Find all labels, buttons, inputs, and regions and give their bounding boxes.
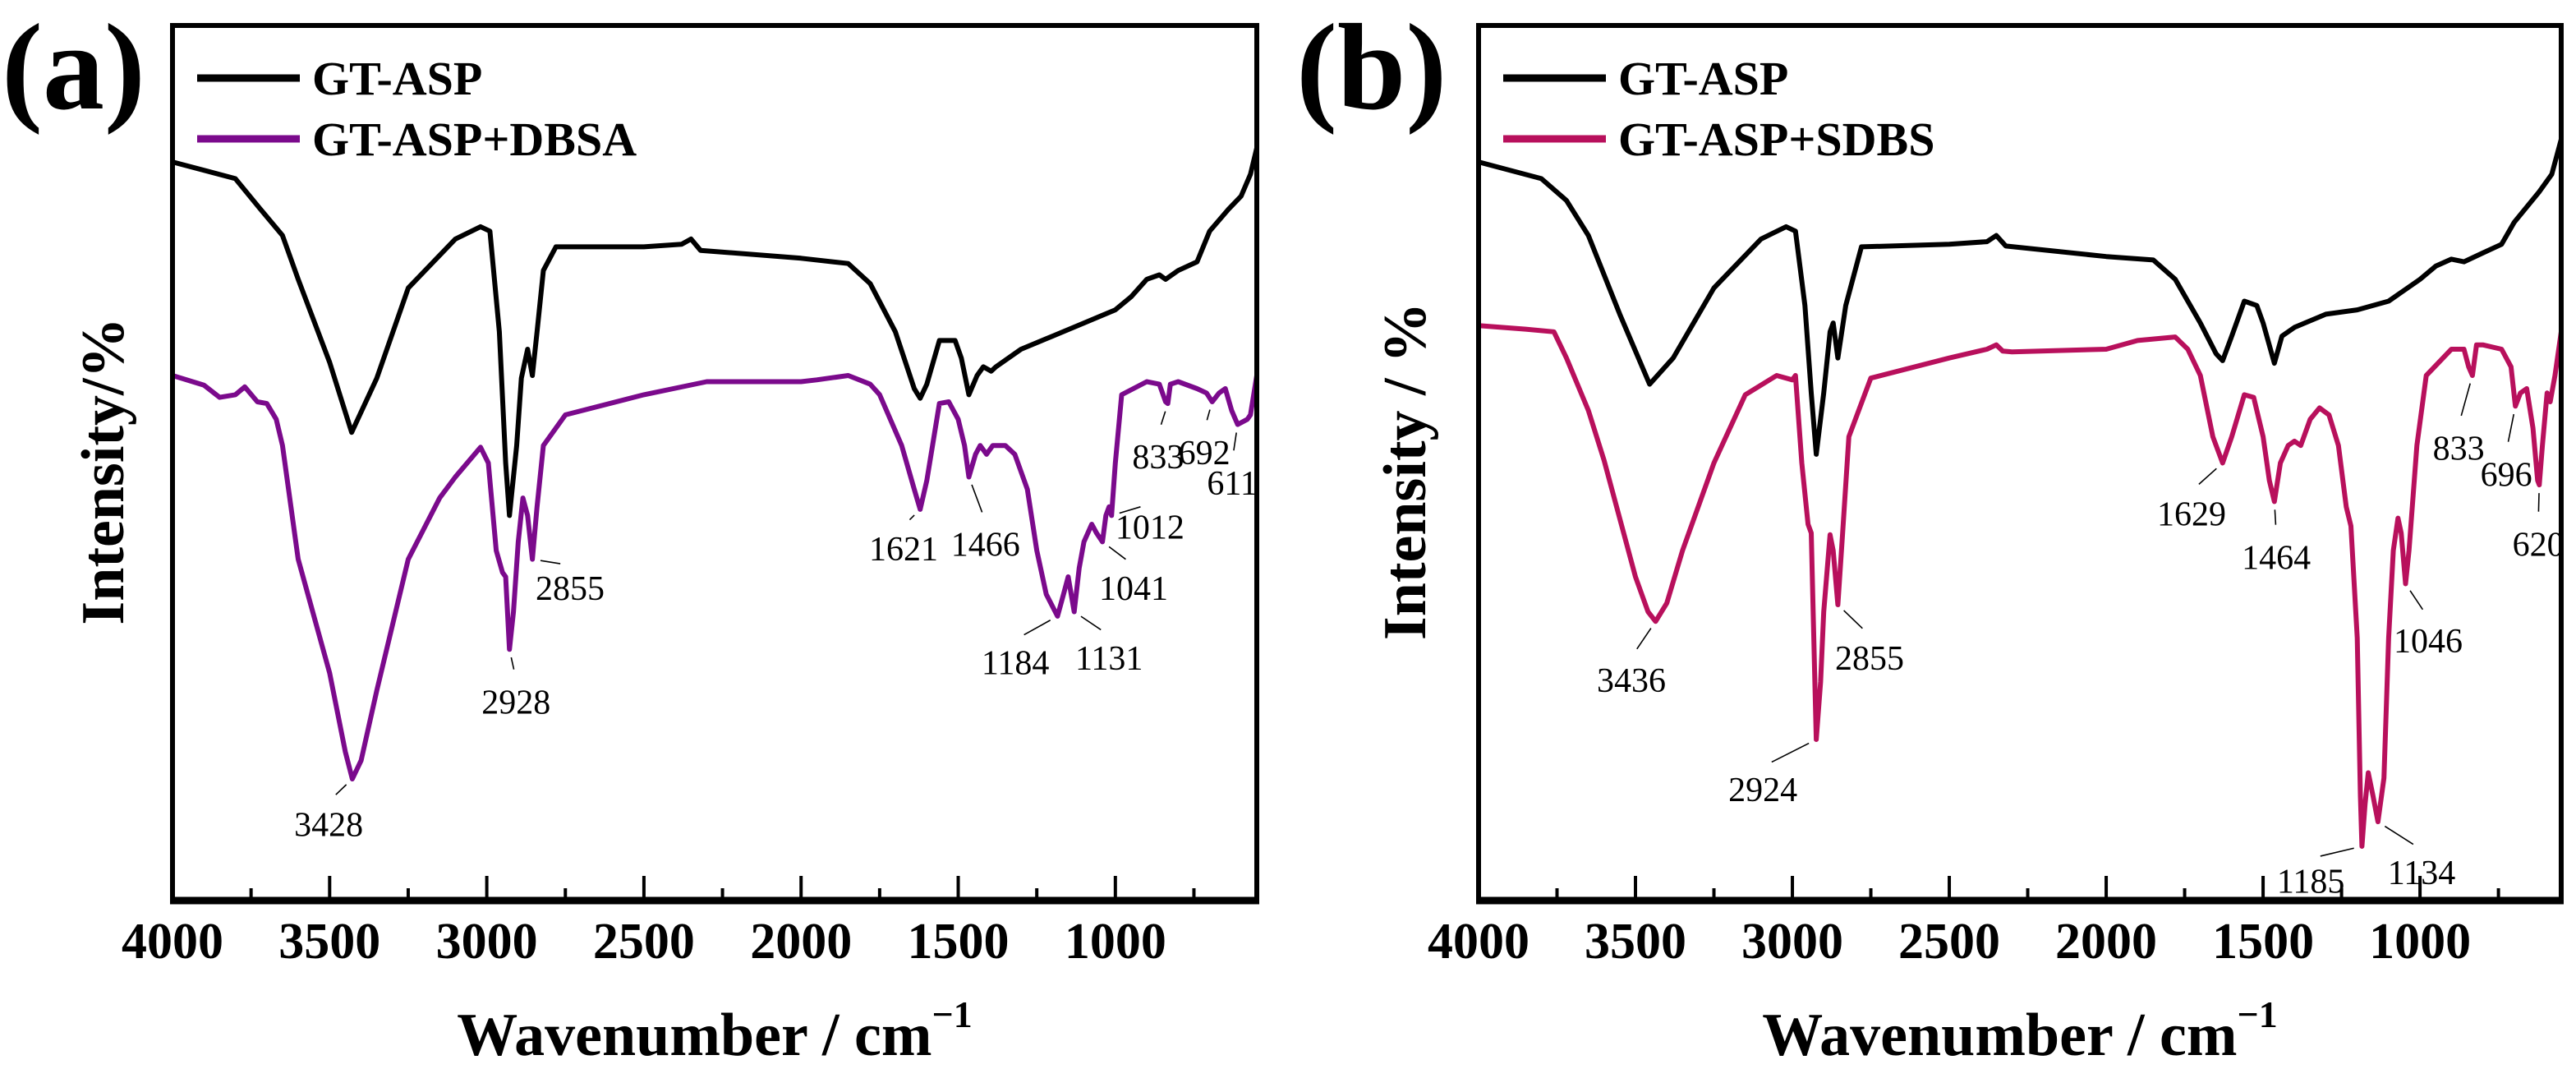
annotation-leader (1843, 610, 1863, 629)
peak-annotation: 1184 (982, 644, 1049, 682)
annotation-leader (1206, 409, 1211, 421)
peak-annotation: 2855 (536, 570, 605, 608)
annotation-leader (2537, 493, 2540, 512)
series-line-gt-asp (172, 147, 1259, 518)
x-axis-title: Wavenumber / cm−1 (457, 993, 973, 1069)
peak-annotation: 1466 (951, 527, 1020, 564)
annotation-leader (2460, 383, 2471, 417)
peak-annotation: 1131 (1075, 640, 1143, 678)
peak-annotation: 2924 (1728, 772, 1797, 809)
annotation-leader (2320, 847, 2354, 857)
peak-annotation: 3436 (1597, 662, 1666, 700)
x-tick-label: 1500 (2212, 914, 2314, 970)
peak-annotation: 620 (2513, 527, 2564, 564)
annotation-leader (1771, 742, 1810, 763)
peak-annotation: 692 (1179, 435, 1230, 472)
annotation-leader (2384, 825, 2414, 846)
annotation-leader (1108, 546, 1126, 560)
peak-annotation: 1046 (2394, 623, 2463, 661)
peak-annotation: 3428 (294, 806, 363, 844)
annotation-leader (1119, 506, 1141, 514)
series-line-gt-asp (1478, 138, 2564, 457)
x-tick-label: 2000 (2055, 914, 2157, 970)
panel-a: (a) GT-ASP GT-ASP+DBSA 3428 2928 2855 1621 1466… (2, 0, 1259, 1069)
annotation-leader (2409, 590, 2424, 611)
x-tick-label: 3000 (436, 914, 538, 970)
x-tick-label: 2500 (1898, 914, 2000, 970)
peak-annotation: 1041 (1099, 570, 1168, 608)
series-line-gt-asp-dbsa (172, 373, 1259, 781)
x-axis-title: Wavenumber / cm−1 (1762, 993, 2278, 1069)
annotation-leader (1024, 620, 1051, 636)
x-axis-title-superscript: −1 (932, 993, 973, 1035)
peak-annotation: 1012 (1116, 509, 1184, 546)
x-tick-label: 4000 (122, 914, 223, 970)
annotation-leader (1233, 432, 1237, 451)
x-tick-label: 1000 (1065, 914, 1166, 970)
annotation-leader (908, 514, 915, 521)
peak-annotation: 696 (2481, 456, 2532, 494)
annotation-leader (540, 560, 561, 564)
annotation-leader (510, 657, 515, 670)
peak-annotation: 1464 (2242, 540, 2311, 578)
x-tick-label: 1500 (908, 914, 1010, 970)
series-line-gt-asp-sdbs (1478, 323, 2564, 849)
peak-annotation: 2855 (1835, 640, 1904, 678)
peak-annotation: 1185 (2277, 864, 2344, 901)
peak-annotation: 2928 (481, 684, 550, 721)
peak-annotation: 1629 (2157, 495, 2226, 533)
x-tick-label: 2000 (750, 914, 852, 970)
x-tick-label: 3500 (1585, 914, 1686, 970)
annotation-leader (971, 484, 983, 513)
annotation-leader (1636, 628, 1652, 650)
x-axis-title-superscript: −1 (2238, 993, 2278, 1035)
annotation-leader (1160, 411, 1166, 425)
x-tick-label: 3500 (278, 914, 380, 970)
legend-label: GT-ASP+DBSA (312, 113, 637, 166)
y-axis-title: Intensity/% (70, 317, 137, 624)
annotation-leader (335, 784, 347, 795)
peak-annotation: 611 (1207, 465, 1257, 503)
panel-b: (b) GT-ASP GT-ASP+SDBS 3436 2924 2855 1629 1464… (1296, 0, 2564, 1069)
x-axis-title-main: Wavenumber / cm (457, 1002, 932, 1069)
x-tick-label: 1000 (2369, 914, 2471, 970)
peak-annotation: 833 (2433, 431, 2485, 468)
x-tick-label: 3000 (1741, 914, 1843, 970)
annotation-leader (2198, 468, 2217, 485)
annotation-leader (1080, 615, 1102, 631)
panel-label: (a) (2, 0, 145, 136)
x-tick-label: 4000 (1428, 914, 1530, 970)
x-tick-label: 2500 (593, 914, 695, 970)
legend-label: GT-ASP+SDBS (1618, 113, 1935, 166)
legend-label: GT-ASP (312, 52, 482, 105)
peak-annotation: 1621 (869, 531, 938, 569)
annotation-leader (2507, 413, 2515, 442)
legend-label: GT-ASP (1618, 52, 1788, 105)
y-axis-title: Intensity / % (1372, 302, 1439, 640)
peak-annotation: 833 (1132, 439, 1184, 477)
x-axis-title-main: Wavenumber / cm (1762, 1002, 2237, 1069)
panel-label: (b) (1296, 0, 1447, 136)
